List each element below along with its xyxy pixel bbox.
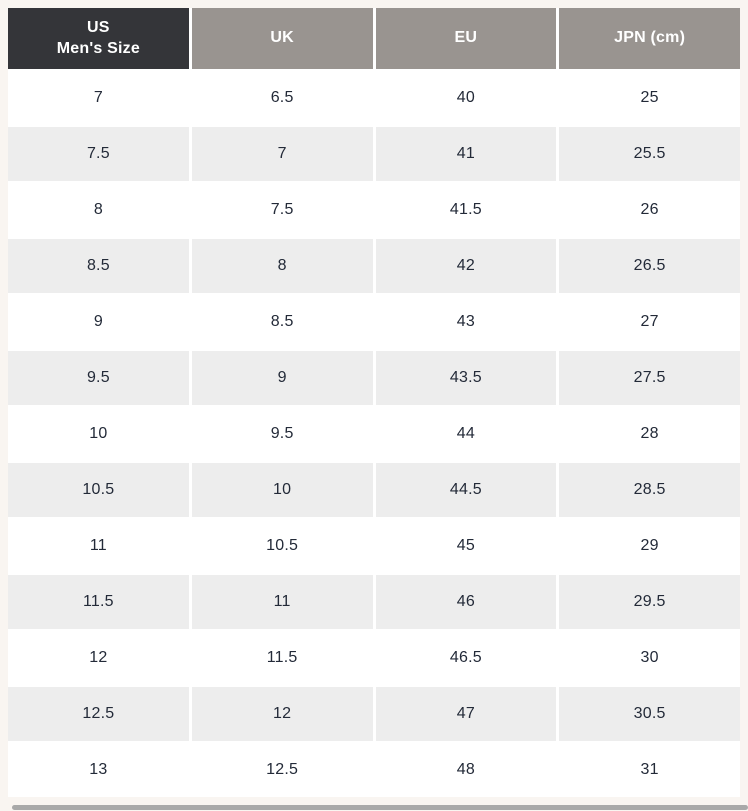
size-cell-jpn: 28.5 bbox=[559, 463, 740, 517]
size-cell-eu: 45 bbox=[375, 519, 557, 573]
size-cell-eu: 43.5 bbox=[375, 351, 557, 405]
size-cell-us: 7.5 bbox=[8, 127, 189, 181]
size-cell-jpn: 30 bbox=[559, 631, 740, 685]
size-cell-uk: 12.5 bbox=[191, 743, 373, 797]
size-cell-uk: 6.5 bbox=[191, 71, 373, 125]
size-cell-jpn: 25.5 bbox=[559, 127, 740, 181]
size-cell-jpn: 26.5 bbox=[559, 239, 740, 293]
size-cell-jpn: 31 bbox=[559, 743, 740, 797]
size-cell-us: 9.5 bbox=[8, 351, 189, 405]
size-cell-uk: 9 bbox=[191, 351, 373, 405]
size-cell-jpn: 27.5 bbox=[559, 351, 740, 405]
size-cell-eu: 47 bbox=[375, 687, 557, 741]
size-cell-us: 13 bbox=[8, 743, 189, 797]
size-cell-us: 7 bbox=[8, 71, 189, 125]
size-cell-eu: 46 bbox=[375, 575, 557, 629]
column-header-uk: UK bbox=[191, 8, 373, 69]
size-cell-us: 8 bbox=[8, 183, 189, 237]
size-cell-jpn: 25 bbox=[559, 71, 740, 125]
size-cell-uk: 7 bbox=[191, 127, 373, 181]
size-cell-uk: 8.5 bbox=[191, 295, 373, 349]
size-cell-us: 11.5 bbox=[8, 575, 189, 629]
size-cell-eu: 41.5 bbox=[375, 183, 557, 237]
size-cell-jpn: 29.5 bbox=[559, 575, 740, 629]
size-cell-us: 12.5 bbox=[8, 687, 189, 741]
size-cell-uk: 12 bbox=[191, 687, 373, 741]
size-cell-eu: 42 bbox=[375, 239, 557, 293]
size-cell-uk: 11.5 bbox=[191, 631, 373, 685]
size-cell-us: 9 bbox=[8, 295, 189, 349]
size-cell-uk: 10 bbox=[191, 463, 373, 517]
column-header-eu: EU bbox=[375, 8, 557, 69]
size-conversion-table: US Men's Size UK EU JPN (cm) 7 6.5 40 25 7.5 7 41 2… bbox=[8, 8, 740, 797]
size-cell-us: 8.5 bbox=[8, 239, 189, 293]
size-cell-uk: 7.5 bbox=[191, 183, 373, 237]
size-cell-jpn: 28 bbox=[559, 407, 740, 461]
horizontal-scrollbar[interactable] bbox=[12, 805, 748, 810]
size-cell-us: 10 bbox=[8, 407, 189, 461]
size-cell-eu: 44 bbox=[375, 407, 557, 461]
size-cell-us: 11 bbox=[8, 519, 189, 573]
column-header-jpn: JPN (cm) bbox=[559, 8, 740, 69]
size-cell-jpn: 26 bbox=[559, 183, 740, 237]
size-cell-uk: 9.5 bbox=[191, 407, 373, 461]
size-cell-eu: 41 bbox=[375, 127, 557, 181]
size-cell-us: 12 bbox=[8, 631, 189, 685]
size-cell-eu: 43 bbox=[375, 295, 557, 349]
size-cell-us: 10.5 bbox=[8, 463, 189, 517]
size-cell-uk: 11 bbox=[191, 575, 373, 629]
size-cell-jpn: 27 bbox=[559, 295, 740, 349]
column-header-us: US Men's Size bbox=[8, 8, 189, 69]
size-cell-eu: 40 bbox=[375, 71, 557, 125]
size-cell-uk: 8 bbox=[191, 239, 373, 293]
size-cell-eu: 44.5 bbox=[375, 463, 557, 517]
size-cell-eu: 46.5 bbox=[375, 631, 557, 685]
size-cell-eu: 48 bbox=[375, 743, 557, 797]
size-cell-uk: 10.5 bbox=[191, 519, 373, 573]
size-cell-jpn: 30.5 bbox=[559, 687, 740, 741]
size-cell-jpn: 29 bbox=[559, 519, 740, 573]
